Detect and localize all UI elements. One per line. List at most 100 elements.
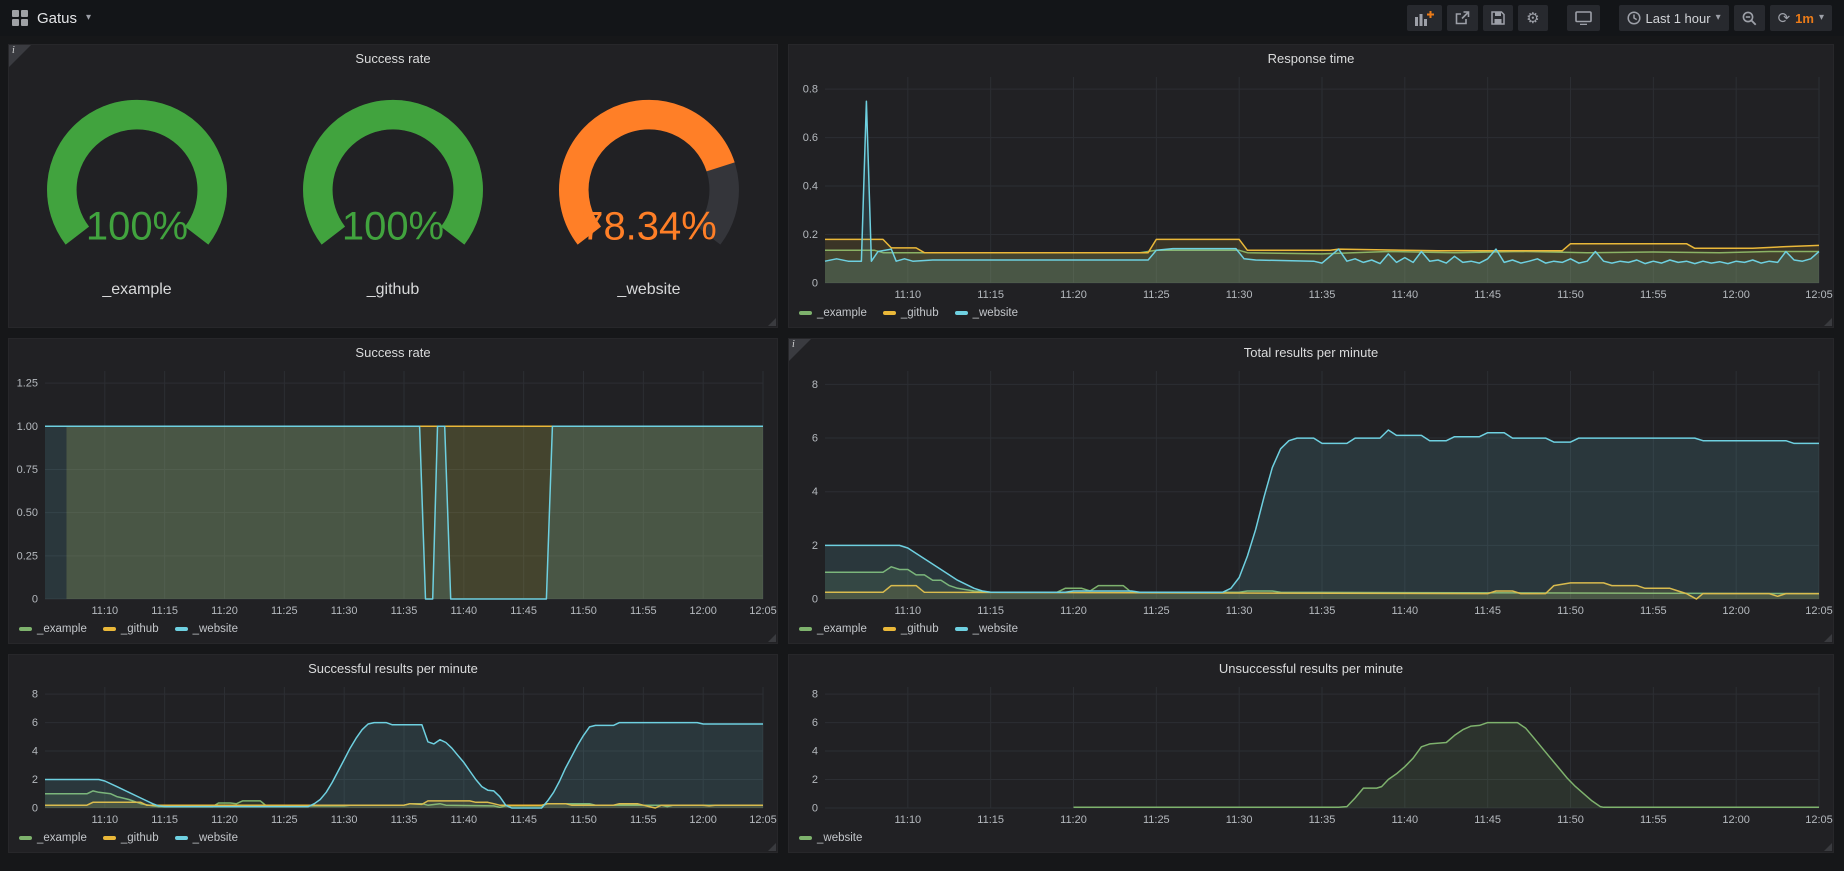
refresh-icon: ⟳ xyxy=(1777,9,1791,27)
svg-text:1.25: 1.25 xyxy=(17,378,38,390)
legend: _example _github _website xyxy=(9,619,777,643)
legend-series-label: _github xyxy=(900,623,939,635)
svg-text:0.6: 0.6 xyxy=(803,132,818,144)
legend-item[interactable]: _website xyxy=(174,623,238,635)
tv-mode-button[interactable] xyxy=(1566,5,1600,31)
svg-text:11:30: 11:30 xyxy=(331,814,358,826)
legend-series-label: _github xyxy=(120,832,159,844)
legend-item[interactable]: _example xyxy=(19,623,87,635)
navbar: Gatus ▾ ⚙ xyxy=(0,0,1844,36)
refresh-interval-label: 1m xyxy=(1795,10,1814,26)
legend-item[interactable]: _example xyxy=(19,832,87,844)
svg-text:0: 0 xyxy=(32,803,38,815)
panel-title[interactable]: Successful results per minute xyxy=(308,660,478,676)
share-button[interactable] xyxy=(1447,5,1479,31)
add-panel-button[interactable] xyxy=(1407,5,1443,31)
unsuccessful-results-chart[interactable]: 0 2 4 6 8 11:10 11:15 11:20 11:25 11:30 11:35 11:40… xyxy=(789,681,1833,828)
svg-text:11:35: 11:35 xyxy=(1309,289,1336,301)
legend-item[interactable]: _website xyxy=(799,832,862,844)
apps-grid-icon[interactable] xyxy=(12,10,28,26)
svg-text:6: 6 xyxy=(812,717,818,729)
legend-item[interactable]: _github xyxy=(882,307,939,319)
svg-text:11:40: 11:40 xyxy=(1391,289,1418,301)
gear-icon: ⚙ xyxy=(1526,9,1540,27)
legend: _example _github _website xyxy=(789,303,1833,327)
legend-item[interactable]: _website xyxy=(954,307,1018,319)
svg-text:11:10: 11:10 xyxy=(91,814,118,826)
panel-title[interactable]: Unsuccessful results per minute xyxy=(1218,660,1404,676)
legend-series-marker xyxy=(102,627,116,631)
chart-svg: 0 2 4 6 8 11:10 11:15 11:20 11:25 11:30 11:35 11:40… xyxy=(812,687,1833,826)
svg-text:0: 0 xyxy=(812,594,818,606)
legend-item[interactable]: _example xyxy=(799,307,867,319)
svg-text:11:25: 11:25 xyxy=(1143,289,1170,301)
legend-item[interactable]: _website xyxy=(174,832,238,844)
panel-title[interactable]: Success rate xyxy=(355,50,431,66)
gauge-label: _github xyxy=(366,281,420,298)
legend-series-marker xyxy=(799,311,812,315)
caret-down-icon: ▾ xyxy=(1715,12,1721,23)
svg-text:4: 4 xyxy=(32,746,38,758)
svg-text:11:30: 11:30 xyxy=(1226,814,1253,826)
svg-text:11:40: 11:40 xyxy=(1391,605,1418,617)
dashboard-grid: Success rate 100% _example 100% _github 78.3… xyxy=(0,36,1844,861)
panel-unsuccessful-results: Unsuccessful results per minute 0 2 4 6 8 11:… xyxy=(788,654,1834,853)
dashboard-title[interactable]: Gatus xyxy=(37,9,78,27)
gauge: 78.34% _website xyxy=(530,93,768,299)
svg-text:0.8: 0.8 xyxy=(803,84,818,96)
svg-text:11:10: 11:10 xyxy=(91,605,118,617)
settings-button[interactable]: ⚙ xyxy=(1518,5,1548,31)
svg-text:11:20: 11:20 xyxy=(1060,814,1087,826)
panel-resize-handle[interactable] xyxy=(1824,843,1832,851)
zoom-out-button[interactable] xyxy=(1733,5,1765,31)
svg-text:12:00: 12:00 xyxy=(689,605,717,617)
svg-text:11:30: 11:30 xyxy=(1226,605,1253,617)
legend-series-marker xyxy=(799,627,812,631)
successful-results-chart[interactable]: 0 2 4 6 8 11:10 11:15 11:20 11:25 11:30 11:35 11:40… xyxy=(9,681,777,828)
svg-text:11:50: 11:50 xyxy=(1557,814,1584,826)
panel-title[interactable]: Total results per minute xyxy=(1243,344,1379,360)
svg-text:11:55: 11:55 xyxy=(1640,814,1667,826)
caret-down-icon: ▾ xyxy=(86,12,92,23)
refresh-button[interactable]: ⟳ 1m ▾ xyxy=(1769,5,1832,31)
response-time-chart[interactable]: 0 0.2 0.4 0.6 0.8 11:10 11:15 11:20 11:25 11:30 11… xyxy=(789,71,1833,303)
panel-title[interactable]: Response time xyxy=(1267,50,1355,66)
legend-item[interactable]: _github xyxy=(102,623,159,635)
legend-item[interactable]: _github xyxy=(882,623,939,635)
legend-item[interactable]: _example xyxy=(799,623,867,635)
panel-resize-handle[interactable] xyxy=(768,843,776,851)
panel-resize-handle[interactable] xyxy=(1824,318,1832,326)
legend-series-label: _example xyxy=(817,307,867,319)
panel-info-icon[interactable] xyxy=(9,45,31,67)
svg-text:11:55: 11:55 xyxy=(630,814,657,826)
svg-text:11:20: 11:20 xyxy=(1060,605,1087,617)
panel-resize-handle[interactable] xyxy=(1824,634,1832,642)
panel-info-icon[interactable] xyxy=(789,339,811,361)
svg-text:11:25: 11:25 xyxy=(271,814,298,826)
panel-title[interactable]: Success rate xyxy=(355,344,431,360)
legend-series-label: _example xyxy=(37,832,87,844)
legend-item[interactable]: _website xyxy=(954,623,1018,635)
legend-series-marker xyxy=(799,836,812,840)
legend: _example _github _website xyxy=(9,828,777,852)
chart-svg: 0 2 4 6 8 11:10 11:15 11:20 11:25 11:30 11:35 11:40… xyxy=(32,687,777,826)
gauge-label: _example xyxy=(102,281,172,298)
legend-series-marker xyxy=(174,627,188,631)
legend-item[interactable]: _github xyxy=(102,832,159,844)
panel-resize-handle[interactable] xyxy=(768,318,776,326)
save-button[interactable] xyxy=(1483,5,1514,31)
panel-success-rate-gauges: Success rate 100% _example 100% _github 78.3… xyxy=(8,44,778,328)
panel-resize-handle[interactable] xyxy=(768,634,776,642)
svg-text:11:35: 11:35 xyxy=(391,814,418,826)
clock-icon xyxy=(1626,11,1641,25)
svg-text:11:30: 11:30 xyxy=(331,605,358,617)
svg-text:11:25: 11:25 xyxy=(1143,605,1170,617)
legend-series-label: _github xyxy=(120,623,159,635)
chart-svg: 0 2 4 6 8 11:10 11:15 11:20 11:25 11:30 11:35 11:40… xyxy=(812,371,1833,617)
svg-text:11:35: 11:35 xyxy=(1309,605,1336,617)
success-rate-chart[interactable]: 0 0.25 0.50 0.75 1.00 1.25 11:10 11:15 11:20 11:2… xyxy=(9,365,777,619)
panel-response-time: Response time 0 0.2 0.4 0.6 0.8 11:10 11:15 11:… xyxy=(788,44,1834,328)
gauge-row: 100% _example 100% _github 78.34% _website xyxy=(9,71,777,327)
time-range-button[interactable]: Last 1 hour ▾ xyxy=(1618,5,1729,31)
total-results-chart[interactable]: 0 2 4 6 8 11:10 11:15 11:20 11:25 11:30 11:35 11:40… xyxy=(789,365,1833,619)
